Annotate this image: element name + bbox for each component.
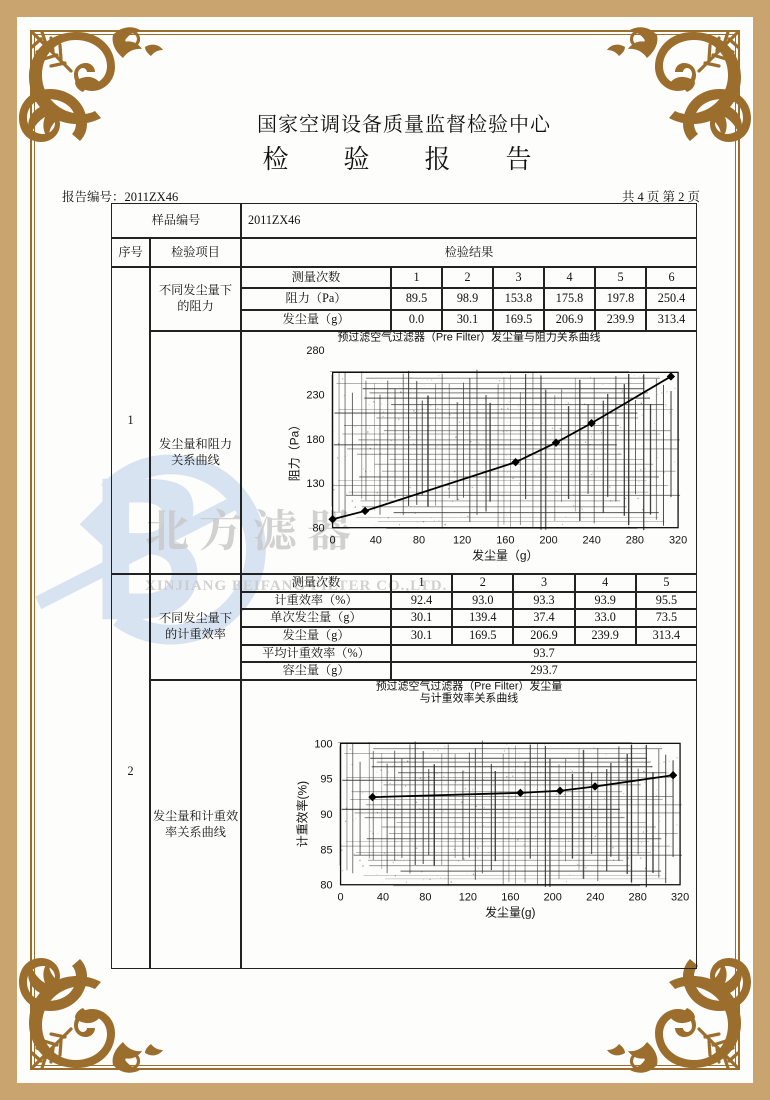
svg-text:40: 40	[377, 892, 389, 904]
svg-text:发尘量（g）: 发尘量（g）	[472, 548, 538, 563]
svg-text:85: 85	[320, 844, 332, 856]
svg-text:200: 200	[539, 535, 557, 547]
svg-text:40: 40	[370, 535, 382, 547]
svg-text:0: 0	[338, 892, 344, 904]
svg-text:80: 80	[413, 535, 425, 547]
svg-text:180: 180	[306, 434, 324, 446]
svg-text:预过滤空气过滤器（Pre Filter）发尘量: 预过滤空气过滤器（Pre Filter）发尘量	[376, 681, 563, 693]
svg-text:320: 320	[669, 535, 687, 547]
svg-text:80: 80	[312, 523, 324, 535]
svg-text:160: 160	[496, 535, 514, 547]
svg-text:120: 120	[459, 892, 477, 904]
svg-text:0: 0	[330, 535, 336, 547]
svg-text:130: 130	[306, 478, 324, 490]
svg-text:280: 280	[306, 345, 324, 357]
svg-text:80: 80	[419, 892, 431, 904]
svg-text:280: 280	[626, 535, 644, 547]
svg-text:80: 80	[320, 880, 332, 892]
svg-text:200: 200	[544, 892, 562, 904]
svg-text:120: 120	[453, 535, 471, 547]
svg-text:160: 160	[501, 892, 519, 904]
svg-text:280: 280	[629, 892, 647, 904]
svg-text:90: 90	[320, 809, 332, 821]
svg-text:230: 230	[306, 390, 324, 402]
svg-text:计重效率(%): 计重效率(%)	[295, 781, 310, 847]
svg-text:发尘量(g): 发尘量(g)	[485, 905, 535, 920]
svg-text:240: 240	[583, 535, 601, 547]
svg-text:100: 100	[314, 738, 332, 750]
svg-text:阻力（Pa）: 阻力（Pa）	[288, 419, 302, 481]
svg-text:240: 240	[586, 892, 604, 904]
svg-text:预过滤空气过滤器（Pre Filter）发尘量与阻力关系曲线: 预过滤空气过滤器（Pre Filter）发尘量与阻力关系曲线	[337, 332, 600, 343]
svg-text:95: 95	[320, 774, 332, 786]
svg-text:与计重效率关系曲线: 与计重效率关系曲线	[420, 691, 518, 705]
svg-text:320: 320	[671, 892, 689, 904]
